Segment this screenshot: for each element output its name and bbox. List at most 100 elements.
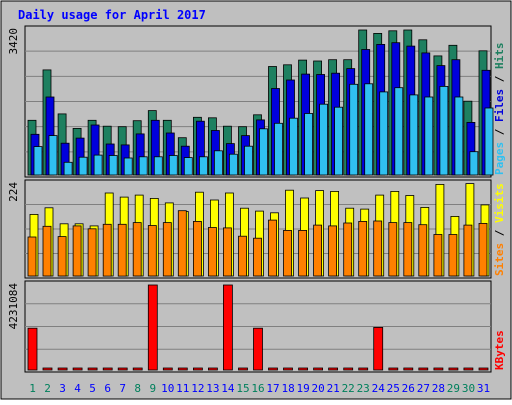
bar-pages-day-4 <box>78 156 88 176</box>
bar-sites-day-30 <box>463 224 473 277</box>
bar-sites-day-23 <box>358 220 368 277</box>
x-tick-label-day-14: 14 <box>221 382 235 395</box>
bar-sites-day-2 <box>42 225 52 277</box>
bar-pages-day-28 <box>439 86 449 176</box>
x-tick-label-day-19: 19 <box>296 382 309 395</box>
bar-kbytes-day-20 <box>313 367 324 371</box>
x-tick-label-day-4: 4 <box>74 382 81 395</box>
bar-kbytes-day-31 <box>478 367 489 371</box>
bar-sites-day-3 <box>57 236 67 277</box>
x-tick-label-day-1: 1 <box>29 382 36 395</box>
bar-kbytes-day-28 <box>433 367 444 371</box>
bar-sites-day-26 <box>403 222 413 277</box>
x-tick-label-day-5: 5 <box>89 382 96 395</box>
bar-sites-day-5 <box>87 228 97 277</box>
bar-kbytes-day-26 <box>403 367 414 371</box>
bar-kbytes-day-19 <box>298 367 309 371</box>
bar-kbytes-day-17 <box>268 367 278 371</box>
chart-title: Daily usage for April 2017 <box>18 8 206 22</box>
bar-sites-day-7 <box>117 223 127 277</box>
x-tick-label-day-2: 2 <box>44 382 51 395</box>
bar-pages-day-14 <box>228 153 238 176</box>
bar-sites-day-14 <box>222 227 232 277</box>
x-tick-label-day-16: 16 <box>251 382 264 395</box>
x-tick-label-day-8: 8 <box>134 382 141 395</box>
bar-kbytes-day-18 <box>283 367 293 371</box>
bar-pages-day-30 <box>469 151 479 176</box>
bar-sites-day-4 <box>72 225 82 277</box>
x-tick-label-day-12: 12 <box>191 382 204 395</box>
bar-kbytes-day-25 <box>388 367 399 371</box>
bar-kbytes-day-22 <box>343 367 354 371</box>
bar-sites-day-20 <box>313 224 323 277</box>
side-label-part: / <box>493 122 506 142</box>
bar-kbytes-day-9 <box>147 284 158 371</box>
bar-kbytes-day-16 <box>253 327 263 371</box>
bar-kbytes-day-1 <box>27 327 38 371</box>
bar-sites-day-17 <box>268 219 277 277</box>
side-label-part: Files <box>493 89 506 122</box>
bar-kbytes-day-8 <box>132 367 143 371</box>
side-label-kbytes: KBytes <box>493 330 506 370</box>
x-tick-label-day-25: 25 <box>387 382 400 395</box>
bar-sites-day-16 <box>253 237 262 277</box>
x-tick-label-day-13: 13 <box>206 382 219 395</box>
bar-sites-day-29 <box>448 234 458 277</box>
x-tick-label-day-22: 22 <box>342 382 355 395</box>
bar-pages-day-23 <box>364 83 374 176</box>
bar-kbytes-day-6 <box>102 367 113 371</box>
bar-kbytes-day-24 <box>373 326 384 371</box>
x-tick-label-day-21: 21 <box>327 382 340 395</box>
bar-pages-day-27 <box>424 96 434 176</box>
bar-pages-day-13 <box>213 150 223 176</box>
bar-kbytes-day-27 <box>418 367 429 371</box>
bar-sites-day-10 <box>162 222 172 277</box>
bar-pages-day-16 <box>259 128 268 176</box>
bar-pages-day-31 <box>484 107 494 176</box>
ymax-label-hits-files-pages: 3420 <box>7 28 20 55</box>
bar-sites-day-31 <box>478 222 488 277</box>
x-tick-label-day-31: 31 <box>477 382 490 395</box>
bar-kbytes-day-13 <box>207 367 218 371</box>
bar-sites-day-15 <box>238 235 247 277</box>
side-label-visits-sites: Sites / Visits <box>493 183 506 276</box>
bar-sites-day-22 <box>343 222 353 277</box>
bar-pages-day-21 <box>334 106 344 176</box>
bar-sites-day-27 <box>418 224 428 277</box>
bar-kbytes-day-14 <box>222 284 233 371</box>
bar-kbytes-day-12 <box>192 367 203 371</box>
bar-pages-day-1 <box>33 146 43 176</box>
bar-pages-day-7 <box>123 157 133 176</box>
bar-sites-day-9 <box>147 225 157 277</box>
bar-pages-day-3 <box>63 161 73 176</box>
bar-pages-day-9 <box>153 156 163 176</box>
side-label-part: / <box>493 69 506 89</box>
bar-pages-day-10 <box>168 155 178 176</box>
bar-pages-day-15 <box>244 145 253 176</box>
x-tick-label-day-6: 6 <box>104 382 111 395</box>
x-tick-label-day-15: 15 <box>236 382 249 395</box>
bar-sites-day-24 <box>373 220 383 277</box>
x-tick-label-day-7: 7 <box>119 382 126 395</box>
bar-sites-day-18 <box>283 229 292 277</box>
bar-sites-day-13 <box>207 227 217 277</box>
x-tick-label-day-26: 26 <box>402 382 415 395</box>
bar-kbytes-day-5 <box>87 367 98 371</box>
bar-pages-day-8 <box>138 156 148 176</box>
bar-pages-day-11 <box>183 157 193 176</box>
x-tick-label-day-28: 28 <box>432 382 445 395</box>
bar-kbytes-day-21 <box>328 367 339 371</box>
bar-kbytes-day-10 <box>162 367 173 371</box>
bar-sites-day-21 <box>328 225 338 277</box>
bar-kbytes-day-11 <box>177 367 188 371</box>
x-tick-label-day-29: 29 <box>447 382 460 395</box>
x-tick-label-day-3: 3 <box>59 382 66 395</box>
x-tick-label-day-9: 9 <box>149 382 156 395</box>
bar-kbytes-day-2 <box>42 367 53 371</box>
bar-kbytes-day-4 <box>72 367 83 371</box>
x-tick-label-day-27: 27 <box>417 382 430 395</box>
bar-pages-day-26 <box>409 94 419 176</box>
x-tick-label-day-18: 18 <box>281 382 294 395</box>
bar-sites-day-1 <box>27 236 37 277</box>
